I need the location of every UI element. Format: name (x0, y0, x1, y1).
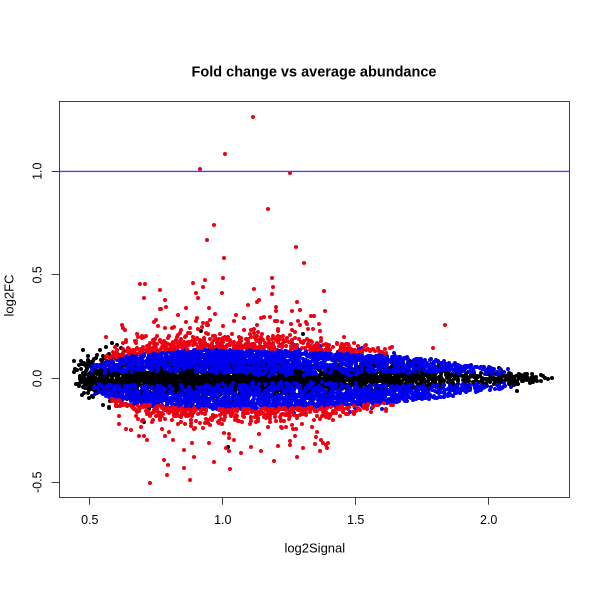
svg-text:0.5: 0.5 (81, 513, 98, 527)
svg-text:-0.5: -0.5 (31, 471, 45, 493)
svg-text:Fold change vs average abundan: Fold change vs average abundance (192, 65, 437, 81)
svg-text:log2Signal: log2Signal (284, 540, 345, 555)
svg-text:1.5: 1.5 (347, 513, 364, 527)
svg-text:2.0: 2.0 (480, 513, 497, 527)
svg-text:1.0: 1.0 (214, 513, 231, 527)
svg-text:0.0: 0.0 (31, 370, 45, 387)
svg-text:1.0: 1.0 (31, 162, 45, 179)
svg-text:0.5: 0.5 (31, 266, 45, 283)
svg-text:log2FC: log2FC (2, 275, 17, 317)
